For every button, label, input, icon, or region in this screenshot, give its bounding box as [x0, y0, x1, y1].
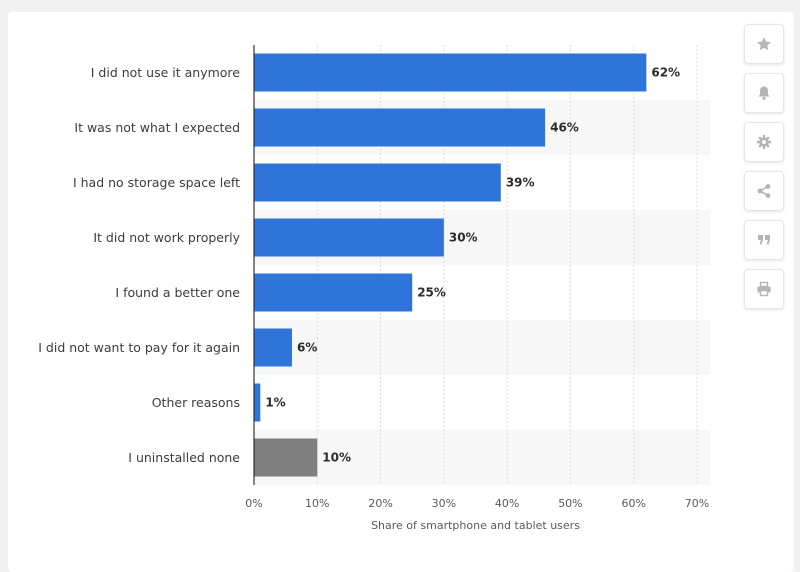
category-label: It was not what I expected [74, 120, 240, 135]
x-tick-label: 0% [245, 497, 262, 510]
star-icon [757, 37, 771, 51]
bar [254, 218, 444, 257]
x-tick-label: 30% [432, 497, 456, 510]
bars: 62% 46% 39% 30% 25% 6% 1% 10% [254, 53, 680, 477]
share-button[interactable] [744, 171, 784, 211]
bar [254, 383, 261, 422]
category-label: I uninstalled none [128, 450, 240, 465]
x-tick-label: 60% [621, 497, 645, 510]
x-axis-title: Share of smartphone and tablet users [371, 519, 580, 532]
y-axis: I did not use it anymore It was not what … [38, 45, 255, 485]
value-label: 1% [265, 396, 285, 410]
value-label: 6% [297, 341, 317, 355]
x-tick-label: 40% [495, 497, 519, 510]
bar [254, 328, 292, 367]
category-label: I did not use it anymore [91, 65, 241, 80]
value-label: 39% [506, 176, 535, 190]
bell-icon [758, 86, 770, 100]
settings-button[interactable] [744, 122, 784, 162]
row-stripe [254, 320, 710, 375]
cite-button[interactable] [744, 220, 784, 260]
print-icon [757, 281, 771, 297]
quote-icon [758, 235, 770, 245]
bar [254, 108, 546, 147]
category-label: I did not want to pay for it again [38, 340, 240, 355]
category-label: I had no storage space left [73, 175, 240, 190]
share-icon [757, 184, 771, 198]
category-label: I found a better one [115, 285, 240, 300]
sidebar [744, 24, 784, 318]
bar [254, 273, 413, 312]
x-tick-label: 20% [368, 497, 392, 510]
value-label: 62% [651, 66, 680, 80]
favorite-button[interactable] [744, 24, 784, 64]
x-tick-label: 10% [305, 497, 329, 510]
category-label: Other reasons [152, 395, 240, 410]
bar [254, 53, 647, 92]
value-label: 10% [322, 451, 351, 465]
x-tick-label: 50% [558, 497, 582, 510]
print-button[interactable] [744, 269, 784, 309]
notification-button[interactable] [744, 73, 784, 113]
bar [254, 438, 318, 477]
category-label: It did not work properly [93, 230, 240, 245]
value-label: 30% [449, 231, 478, 245]
gear-icon [757, 135, 771, 149]
x-tick-label: 70% [685, 497, 709, 510]
x-axis: 0% 10% 20% 30% 40% 50% 60% 70% Share of smartpho… [245, 497, 709, 532]
value-label: 25% [417, 286, 446, 300]
value-label: 46% [550, 121, 579, 135]
bar [254, 163, 501, 202]
